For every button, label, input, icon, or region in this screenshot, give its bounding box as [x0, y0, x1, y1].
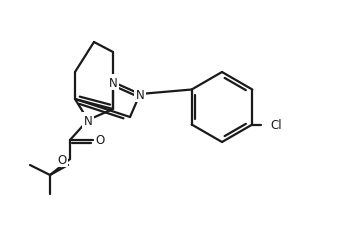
Text: N: N	[108, 76, 117, 89]
Text: N: N	[84, 114, 92, 127]
Text: O: O	[57, 153, 67, 166]
Text: O: O	[96, 134, 105, 147]
Text: Cl: Cl	[270, 118, 282, 131]
Text: N: N	[136, 88, 144, 101]
